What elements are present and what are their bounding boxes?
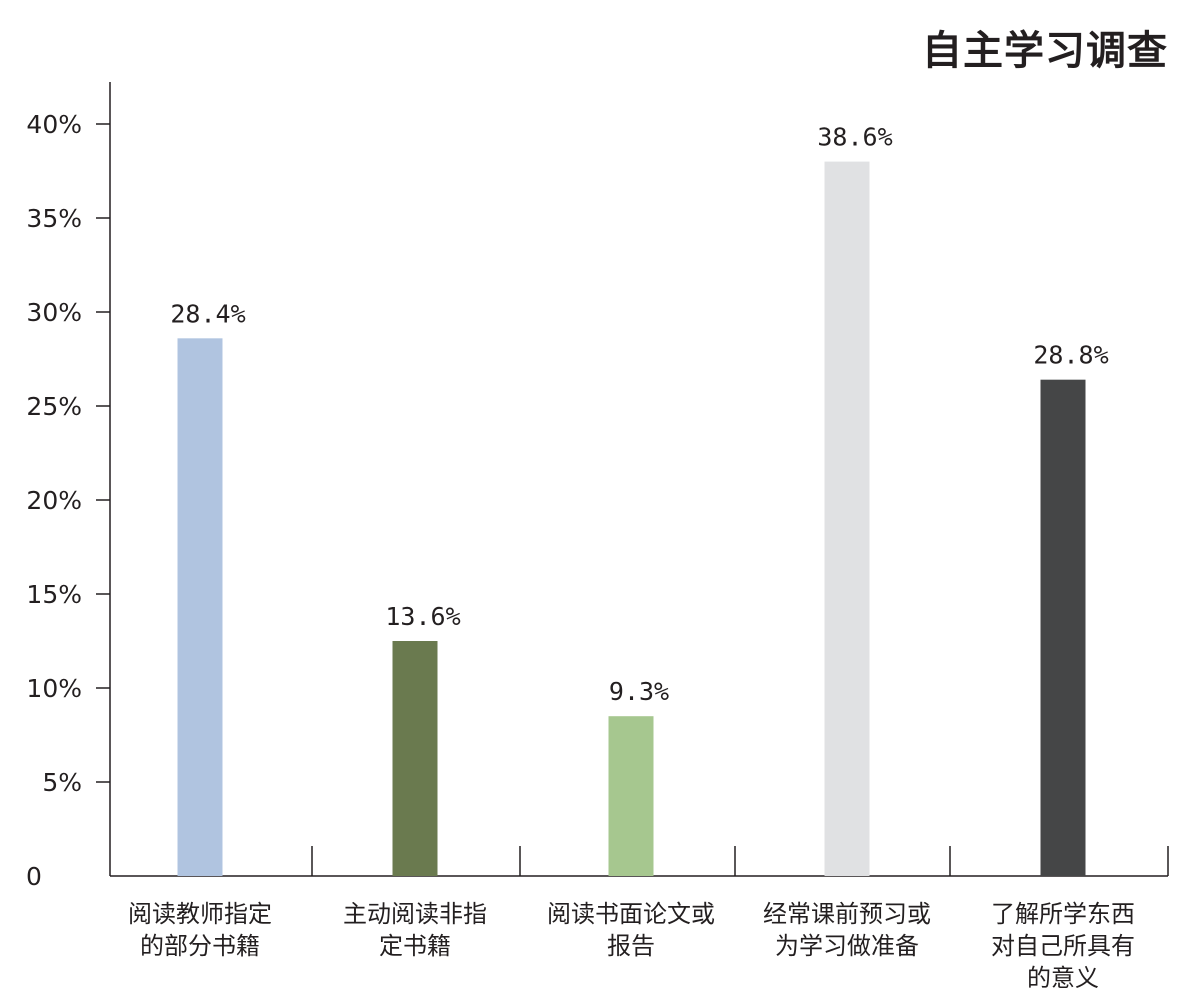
y-tick-label: 0 [26,862,42,891]
bar-value-label: 28.8% [1033,341,1108,370]
x-category-label: 阅读书面论文或 [547,900,715,928]
chart-labels: 0 5% 10% 15% 20% 25% 30% 35% 40% 28.4% 13.6% 9.3% 38… [26,110,1135,992]
bar-value-label: 13.6% [385,602,460,631]
bar [608,716,654,876]
y-tick-label: 25% [26,392,82,421]
bar-value-label: 9.3% [609,677,669,706]
x-category-label: 报告 [607,932,655,960]
x-category-label: 的部分书籍 [140,932,260,960]
bar-value-label: 38.6% [817,123,892,152]
bar [1040,379,1086,876]
chart-title: 自主学习调查 [922,28,1168,74]
x-category-label: 定书籍 [379,932,451,960]
bar-value-label: 28.4% [170,299,245,328]
x-category-label: 的意义 [1027,964,1099,992]
x-category-label: 主动阅读非指 [343,900,487,928]
bar [177,338,223,876]
y-tick-label: 40% [26,110,82,139]
bar [392,641,438,876]
x-category-label: 为学习做准备 [775,932,919,960]
x-category-label: 对自己所具有 [991,932,1135,960]
x-category-label: 了解所学东西 [991,900,1135,928]
bar [824,161,870,877]
y-tick-label: 15% [26,580,82,609]
y-tick-label: 5% [42,768,82,797]
x-category-label: 阅读教师指定 [128,900,272,928]
y-tick-label: 10% [26,674,82,703]
chart-bars [177,161,1086,877]
y-tick-label: 30% [26,298,82,327]
y-tick-label: 20% [26,486,82,515]
y-tick-label: 35% [26,204,82,233]
x-category-label: 经常课前预习或 [763,900,931,928]
